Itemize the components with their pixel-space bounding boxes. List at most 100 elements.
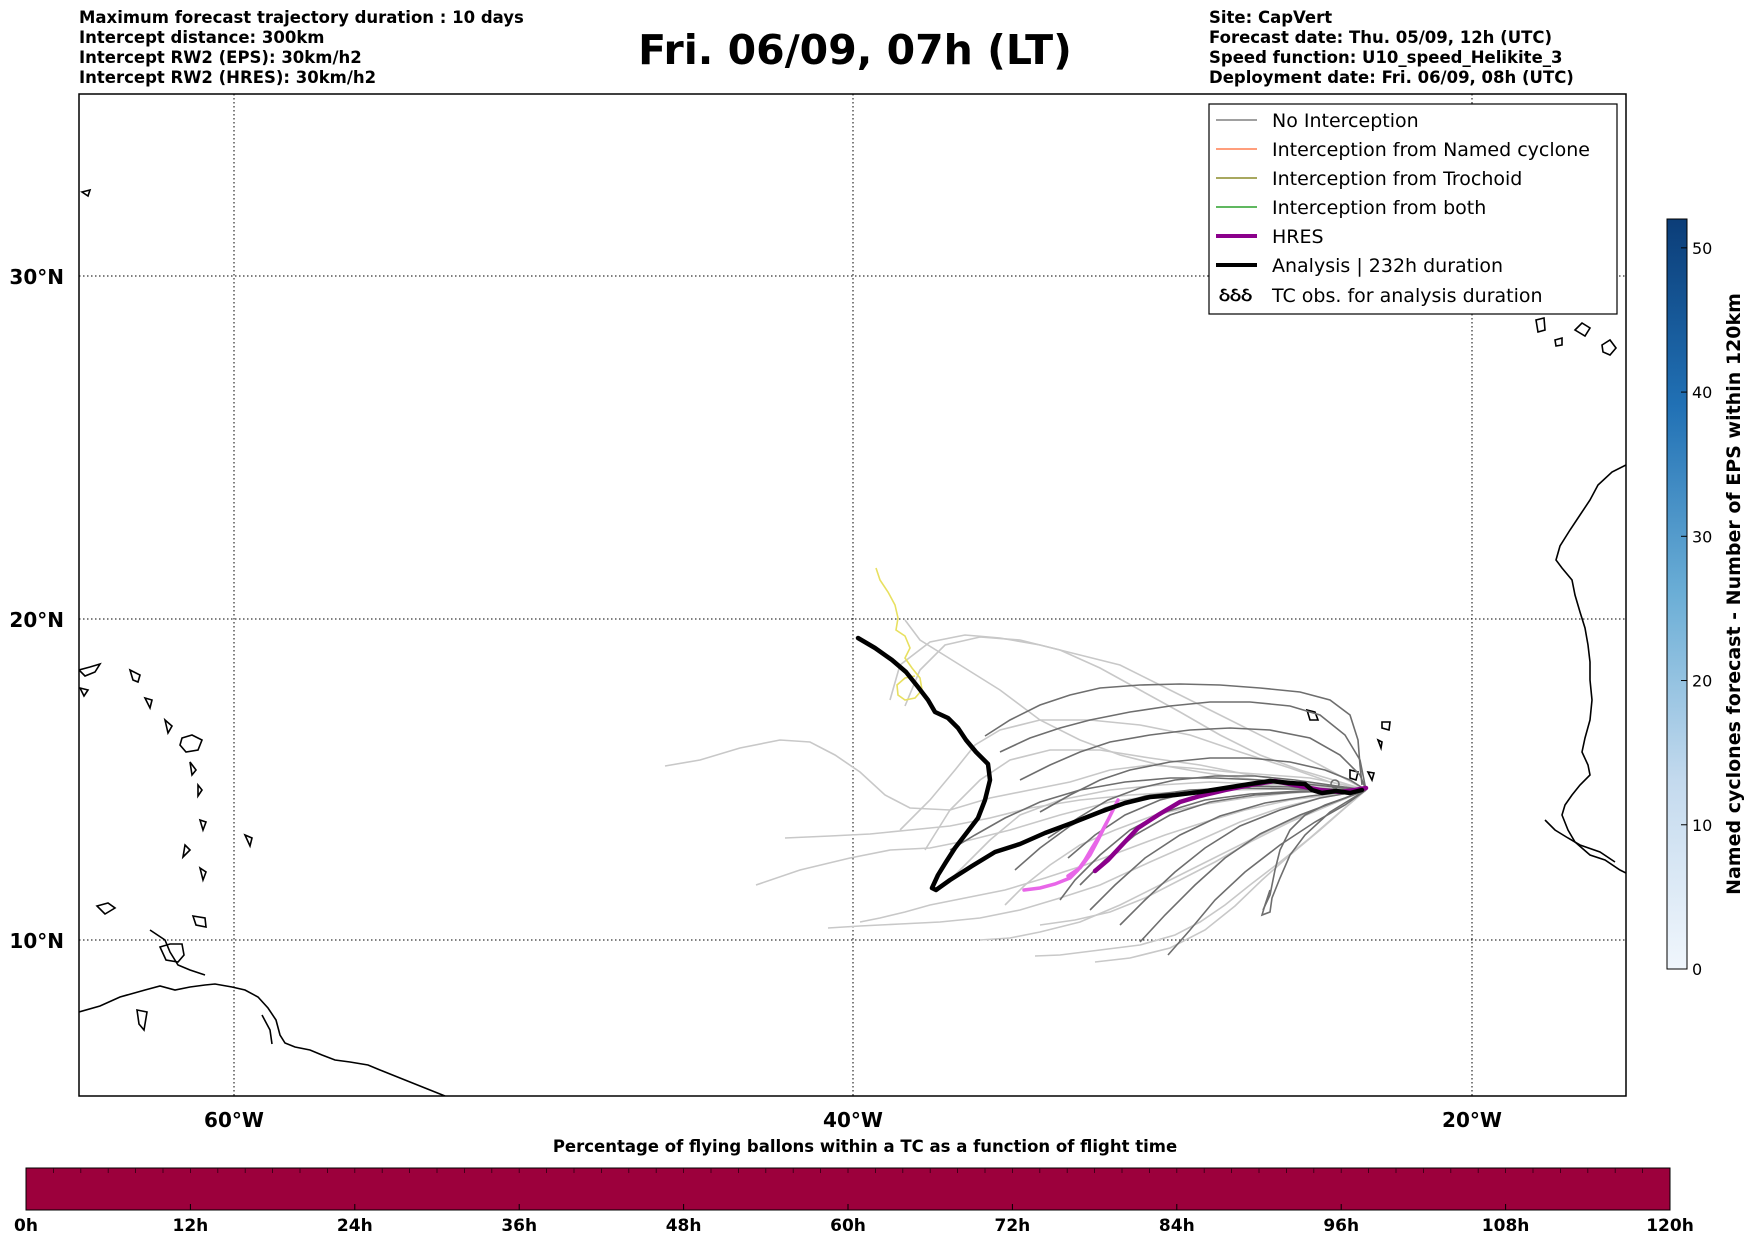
- ens-light-track: [1094, 789, 1367, 963]
- colorbar-bottom-tick-label: 36h: [501, 1216, 537, 1236]
- colorbar-bottom-tick-label: 60h: [830, 1216, 866, 1236]
- colorbar-bottom-bar: [25, 1167, 1671, 1211]
- small-islands: [79, 188, 253, 883]
- coast-africa: [1555, 464, 1626, 874]
- coast-venezuela-bay: [149, 929, 206, 976]
- coast-island-b: [191, 914, 207, 928]
- island-antilles-b: [143, 696, 153, 711]
- colorbar-right-tick-label: 20: [1692, 672, 1712, 691]
- lat-label-10n: 10°N: [9, 929, 64, 953]
- ens-dark-track: [1262, 789, 1367, 911]
- colorbar-right-tick-label: 40: [1692, 383, 1712, 402]
- coast-canaries-c: [1601, 338, 1618, 356]
- legend-label-hres: HRES: [1272, 226, 1324, 248]
- colorbar-right: 0 10 20 30 40 50 Named cyclones forecast - Nu…: [1666, 218, 1745, 979]
- map-border: [78, 93, 1627, 1097]
- header-max-duration: Maximum forecast trajectory duration : 1…: [79, 8, 524, 27]
- ens-light-track: [949, 781, 1367, 881]
- island-antilles-c: [163, 717, 174, 736]
- legend-label-both: Interception from both: [1272, 197, 1486, 219]
- lon-label-20w: 20°W: [1442, 1108, 1502, 1132]
- hres-light-track: [1022, 798, 1120, 892]
- coast-canaries-a: [1573, 321, 1592, 338]
- ens-light-track: [1039, 789, 1367, 926]
- ens-dark-track: [984, 683, 1363, 786]
- header-deployment-date: Deployment date: Fri. 06/09, 08h (UTC): [1209, 68, 1574, 87]
- colorbar-right-title: Named cyclones forecast - Number of EPS …: [1723, 293, 1745, 895]
- legend: No Interception Interception from Named …: [1208, 103, 1618, 315]
- coast-trinidad: [158, 943, 185, 963]
- legend-label-tc-obs: TC obs. for analysis duration: [1271, 285, 1543, 307]
- ens-dark-track: [1260, 789, 1367, 917]
- island-stlucia: [198, 818, 208, 833]
- legend-label-no-interception: No Interception: [1272, 110, 1419, 132]
- ens-light-track: [859, 789, 1367, 923]
- header-intercept-eps: Intercept RW2 (EPS): 30km/h2: [79, 48, 362, 67]
- colorbar-bottom-tick-label: 84h: [1159, 1216, 1195, 1236]
- legend-box: [1208, 103, 1618, 315]
- coast-africa-shelf: [1544, 819, 1616, 863]
- island-guadeloupe: [179, 734, 204, 753]
- yellow-track: [875, 567, 923, 701]
- coast-capverde-c: [1376, 738, 1383, 752]
- legend-label-named-cyclone: Interception from Named cyclone: [1272, 139, 1590, 161]
- lon-label-60w: 60°W: [204, 1108, 264, 1132]
- ens-dark-track: [1119, 789, 1367, 926]
- header-intercept-distance: Intercept distance: 300km: [79, 28, 325, 47]
- ens-dark-track: [1039, 757, 1367, 813]
- island-dominica: [189, 761, 198, 777]
- colorbar-bottom-ticks: 0h 12h 24h 36h 48h 60h 72h 84h 96h 108h 120h: [14, 1204, 1694, 1236]
- coast-island-c: [136, 1008, 148, 1032]
- ens-dark-track: [1019, 727, 1367, 791]
- coast-south-america: [79, 983, 446, 1096]
- header-site: Site: CapVert: [1209, 8, 1333, 27]
- island-bahamas-a: [79, 662, 102, 677]
- coast-capverde-b: [1381, 721, 1391, 732]
- island-bermuda: [80, 188, 92, 198]
- tc-obs-icon: ઠઠઠ: [1219, 284, 1252, 306]
- legend-label-analysis: Analysis | 232h duration: [1272, 255, 1503, 277]
- colorbar-bottom-tick-label: 12h: [173, 1216, 209, 1236]
- colorbar-right-tick-label: 50: [1692, 239, 1712, 258]
- colorbar-right-tick-label: 0: [1692, 960, 1702, 979]
- ens-dark-track: [1167, 789, 1367, 956]
- header-speed-function: Speed function: U10_speed_Helikite_3: [1209, 48, 1563, 67]
- coast-capverde-a: [1305, 708, 1320, 721]
- colorbar-bottom-title: Percentage of flying ballons within a TC…: [553, 1137, 1177, 1156]
- header-intercept-hres: Intercept RW2 (HRES): 30km/h2: [79, 68, 377, 87]
- colorbar-right-ticks: 0 10 20 30 40 50: [1681, 239, 1712, 979]
- coast-canaries-b: [1535, 316, 1546, 334]
- colorbar-bottom-tick-label: 72h: [995, 1216, 1031, 1236]
- colorbar-right-tick-label: 30: [1692, 527, 1712, 546]
- page-title: Fri. 06/09, 07h (LT): [638, 26, 1072, 74]
- colorbar-bottom: Percentage of flying ballons within a TC…: [14, 1137, 1694, 1236]
- island-barbados: [198, 866, 207, 883]
- ens-light-track: [664, 739, 1367, 811]
- colorbar-bottom-minor-ticks: [53, 1168, 1643, 1173]
- island-east: [243, 833, 253, 849]
- colorbar-bottom-tick-label: 108h: [1482, 1216, 1530, 1236]
- colorbar-bottom-tick-label: 0h: [14, 1216, 38, 1236]
- lat-label-30n: 30°N: [9, 265, 64, 289]
- colorbar-right-gradient: [1666, 218, 1688, 970]
- coast-canaries-d: [1554, 336, 1563, 347]
- island-antilles-a: [128, 668, 141, 684]
- colorbar-bottom-tick-label: 48h: [666, 1216, 702, 1236]
- header-forecast-date: Forecast date: Thu. 05/09, 12h (UTC): [1209, 28, 1553, 47]
- ens-light-track: [904, 636, 1367, 791]
- island-bahamas-b: [79, 686, 90, 698]
- island-stvincent: [181, 843, 192, 860]
- analysis-track: [855, 635, 1365, 893]
- coast-island-a: [95, 902, 117, 916]
- ens-dark-track: [999, 701, 1367, 791]
- colorbar-right-tick-label: 10: [1692, 816, 1712, 835]
- colorbar-bottom-tick-label: 24h: [337, 1216, 373, 1236]
- header-right: Site: CapVert Forecast date: Thu. 05/09,…: [1209, 8, 1574, 88]
- ens-light-track: [889, 634, 1367, 791]
- colorbar-bottom-tick-label: 96h: [1323, 1216, 1359, 1236]
- coast-capverde-e: [1366, 770, 1376, 783]
- header-left: Maximum forecast trajectory duration : 1…: [79, 8, 524, 88]
- ens-light-track: [827, 789, 1367, 929]
- lon-label-40w: 40°W: [823, 1108, 883, 1132]
